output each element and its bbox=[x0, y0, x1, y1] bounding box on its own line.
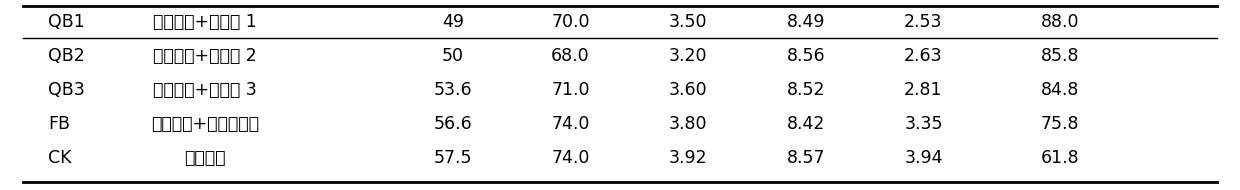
Text: 8.57: 8.57 bbox=[786, 149, 825, 167]
Text: 发酵原料: 发酵原料 bbox=[185, 149, 226, 167]
Text: FB: FB bbox=[48, 115, 69, 133]
Text: 49: 49 bbox=[441, 13, 464, 31]
Text: 88.0: 88.0 bbox=[1040, 13, 1079, 31]
Text: 8.52: 8.52 bbox=[786, 81, 825, 99]
Text: 50: 50 bbox=[441, 47, 464, 65]
Text: QB3: QB3 bbox=[48, 81, 84, 99]
Text: 3.20: 3.20 bbox=[668, 47, 707, 65]
Text: 3.80: 3.80 bbox=[668, 115, 707, 133]
Text: QB2: QB2 bbox=[48, 47, 84, 65]
Text: 3.92: 3.92 bbox=[668, 149, 708, 167]
Text: 68.0: 68.0 bbox=[551, 47, 590, 65]
Text: 2.81: 2.81 bbox=[904, 81, 942, 99]
Text: 发酵原料+起爆剂 2: 发酵原料+起爆剂 2 bbox=[154, 47, 257, 65]
Text: 70.0: 70.0 bbox=[552, 13, 590, 31]
Text: 发酵原料+对照起爆剂: 发酵原料+对照起爆剂 bbox=[151, 115, 259, 133]
Text: 8.49: 8.49 bbox=[786, 13, 825, 31]
Text: 74.0: 74.0 bbox=[552, 149, 590, 167]
Text: 57.5: 57.5 bbox=[434, 149, 472, 167]
Text: 发酵原料+起爆剂 3: 发酵原料+起爆剂 3 bbox=[154, 81, 257, 99]
Text: 8.42: 8.42 bbox=[786, 115, 825, 133]
Text: QB1: QB1 bbox=[48, 13, 84, 31]
Text: CK: CK bbox=[48, 149, 71, 167]
Text: 2.53: 2.53 bbox=[904, 13, 942, 31]
Text: 3.60: 3.60 bbox=[668, 81, 708, 99]
Text: 2.63: 2.63 bbox=[904, 47, 942, 65]
Text: 75.8: 75.8 bbox=[1040, 115, 1079, 133]
Text: 74.0: 74.0 bbox=[552, 115, 590, 133]
Text: 3.50: 3.50 bbox=[668, 13, 707, 31]
Text: 8.56: 8.56 bbox=[786, 47, 825, 65]
Text: 53.6: 53.6 bbox=[434, 81, 472, 99]
Text: 56.6: 56.6 bbox=[434, 115, 472, 133]
Text: 84.8: 84.8 bbox=[1040, 81, 1079, 99]
Text: 85.8: 85.8 bbox=[1040, 47, 1079, 65]
Text: 71.0: 71.0 bbox=[552, 81, 590, 99]
Text: 3.94: 3.94 bbox=[904, 149, 942, 167]
Text: 发酵原料+起爆剂 1: 发酵原料+起爆剂 1 bbox=[154, 13, 257, 31]
Text: 61.8: 61.8 bbox=[1040, 149, 1079, 167]
Text: 3.35: 3.35 bbox=[904, 115, 942, 133]
